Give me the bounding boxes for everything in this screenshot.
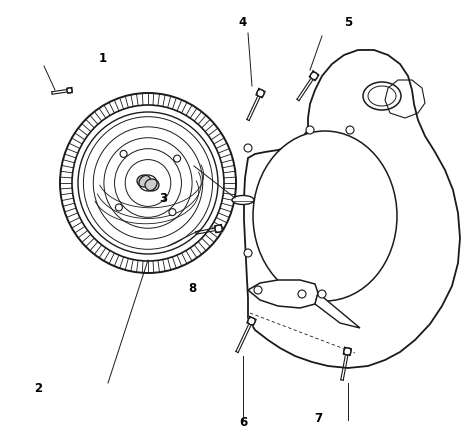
Text: 2: 2: [34, 382, 42, 395]
Circle shape: [254, 286, 262, 294]
Polygon shape: [256, 89, 265, 98]
Text: 3: 3: [159, 191, 167, 204]
Ellipse shape: [232, 195, 254, 204]
Circle shape: [306, 126, 314, 134]
Circle shape: [120, 151, 127, 157]
Polygon shape: [343, 347, 352, 356]
Circle shape: [244, 144, 252, 152]
Ellipse shape: [253, 131, 397, 301]
Text: 1: 1: [99, 52, 107, 65]
Text: 7: 7: [314, 412, 322, 425]
Circle shape: [173, 155, 180, 162]
Polygon shape: [248, 280, 318, 308]
Circle shape: [115, 204, 123, 211]
Text: 5: 5: [344, 16, 352, 29]
Circle shape: [346, 126, 354, 134]
Polygon shape: [315, 293, 360, 328]
Circle shape: [244, 249, 252, 257]
Text: 6: 6: [239, 415, 247, 428]
Ellipse shape: [363, 82, 401, 110]
Text: 4: 4: [239, 16, 247, 29]
Text: 8: 8: [188, 281, 196, 294]
Polygon shape: [309, 71, 319, 81]
Circle shape: [298, 290, 306, 298]
Polygon shape: [215, 224, 223, 233]
Circle shape: [169, 209, 176, 215]
Ellipse shape: [145, 179, 159, 191]
Polygon shape: [247, 316, 256, 326]
Ellipse shape: [72, 105, 224, 261]
Polygon shape: [66, 87, 72, 93]
Polygon shape: [244, 50, 460, 368]
Circle shape: [318, 290, 326, 298]
Ellipse shape: [137, 175, 151, 187]
